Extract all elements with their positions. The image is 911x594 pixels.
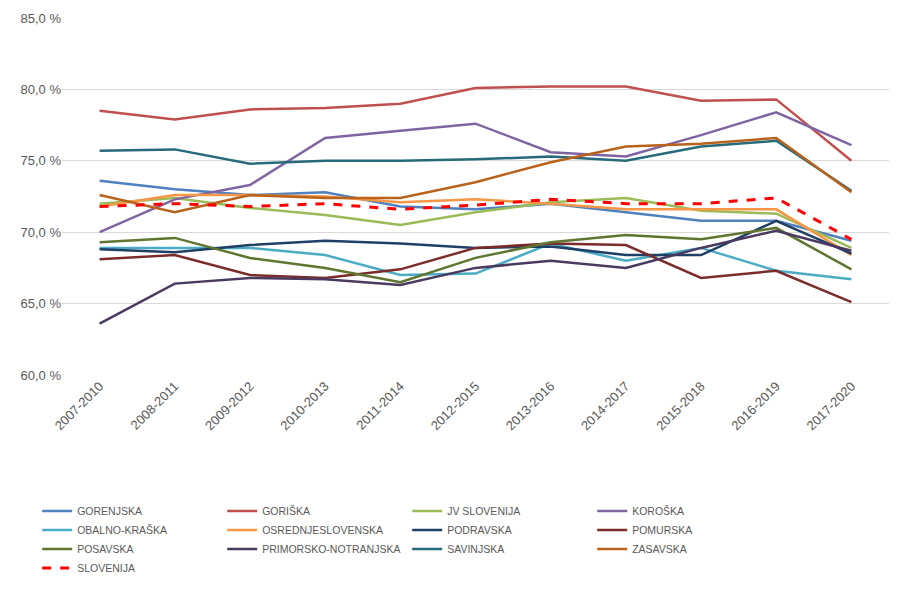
svg-text:2012-2015: 2012-2015 — [428, 379, 483, 434]
svg-text:2015-2018: 2015-2018 — [653, 379, 708, 434]
svg-text:80,0 %: 80,0 % — [21, 82, 62, 97]
svg-text:OBALNO-KRAŠKA: OBALNO-KRAŠKA — [77, 524, 167, 536]
svg-text:POSAVSKA: POSAVSKA — [77, 543, 133, 555]
svg-text:65,0 %: 65,0 % — [21, 296, 62, 311]
svg-text:2016-2019: 2016-2019 — [728, 379, 783, 434]
svg-text:2017-2020: 2017-2020 — [804, 379, 859, 434]
svg-text:85,0 %: 85,0 % — [21, 11, 62, 26]
svg-text:2009-2012: 2009-2012 — [202, 379, 257, 434]
svg-text:OSREDNJESLOVENSKA: OSREDNJESLOVENSKA — [262, 524, 383, 536]
svg-text:SLOVENIJA: SLOVENIJA — [77, 562, 135, 574]
svg-text:75,0 %: 75,0 % — [21, 153, 62, 168]
svg-text:2008-2011: 2008-2011 — [128, 379, 182, 433]
svg-text:POMURSKA: POMURSKA — [632, 524, 692, 536]
svg-text:2013-2016: 2013-2016 — [503, 379, 558, 434]
svg-text:KOROŠKA: KOROŠKA — [632, 505, 684, 517]
svg-text:JV SLOVENIJA: JV SLOVENIJA — [447, 505, 520, 517]
svg-text:GORIŠKA: GORIŠKA — [262, 505, 310, 517]
svg-text:PODRAVSKA: PODRAVSKA — [447, 524, 512, 536]
svg-text:2007-2010: 2007-2010 — [52, 379, 107, 434]
svg-text:SAVINJSKA: SAVINJSKA — [447, 543, 504, 555]
svg-text:70,0 %: 70,0 % — [21, 225, 62, 240]
svg-text:2011-2014: 2011-2014 — [353, 379, 407, 433]
svg-text:GORENJSKA: GORENJSKA — [77, 505, 142, 517]
svg-text:2014-2017: 2014-2017 — [578, 379, 633, 434]
svg-text:PRIMORSKO-NOTRANJSKA: PRIMORSKO-NOTRANJSKA — [262, 543, 400, 555]
svg-text:ZASAVSKA: ZASAVSKA — [632, 543, 687, 555]
svg-text:2010-2013: 2010-2013 — [277, 379, 332, 434]
svg-text:60,0 %: 60,0 % — [21, 368, 62, 383]
